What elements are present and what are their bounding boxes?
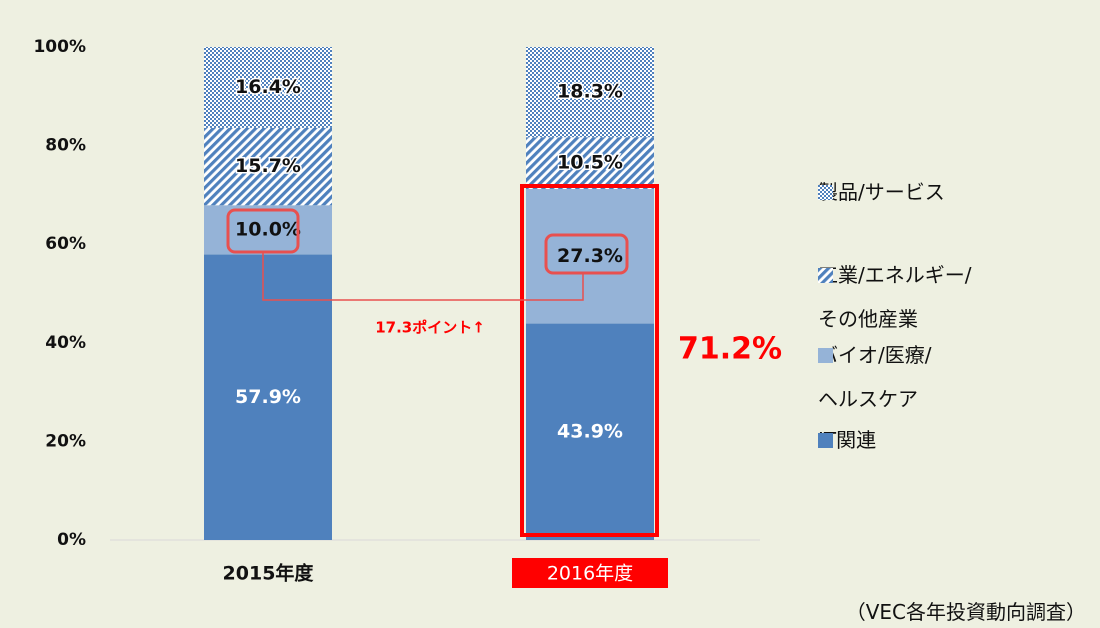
data-label: 15.7% <box>235 155 301 177</box>
y-tick-label: 100% <box>33 37 86 57</box>
data-label: 10.5% <box>557 152 623 174</box>
legend-swatch <box>818 185 833 200</box>
data-label: 57.9% <box>235 386 301 408</box>
legend-item: 工業/エネルギー/ その他産業 <box>818 253 971 341</box>
legend-label: バイオ/医療/ ヘルスケア <box>818 343 932 411</box>
source: （VEC各年投資動向調査） <box>845 600 1086 624</box>
bar-segment <box>204 47 332 128</box>
legend-label: 工業/エネルギー/ その他産業 <box>818 263 972 331</box>
y-tick-label: 20% <box>45 431 86 451</box>
y-tick-label: 80% <box>45 136 86 156</box>
connector <box>262 252 584 301</box>
x-tick-label: 2015年度 <box>223 562 315 585</box>
legend-swatch <box>818 433 833 448</box>
bar-segment <box>526 137 654 189</box>
x-tick-label: 2016年度 <box>547 563 633 585</box>
bar-segment <box>204 254 332 541</box>
legend-item: IT関連 <box>818 418 876 462</box>
data-label: 18.3% <box>557 81 623 103</box>
bar-segment <box>204 127 332 206</box>
bar-segment <box>204 205 332 255</box>
bar-segment <box>526 47 654 138</box>
callout-box <box>544 233 629 275</box>
data-label: 10.0% <box>235 218 301 240</box>
annotation: 71.2% <box>678 332 782 367</box>
legend-swatch <box>818 268 833 283</box>
highlight-box <box>520 184 659 537</box>
data-label: 16.4% <box>235 76 301 98</box>
legend-item: バイオ/医療/ ヘルスケア <box>818 333 931 421</box>
swatch <box>818 348 833 363</box>
data-label: 27.3% <box>557 245 623 267</box>
legend-item: 製品/サービス <box>818 170 945 214</box>
swatch <box>818 268 833 283</box>
y-tick-label: 0% <box>57 530 86 550</box>
y-tick-label: 60% <box>45 234 86 254</box>
category-highlight <box>512 558 668 588</box>
swatch <box>818 433 833 448</box>
data-label: 43.9% <box>557 420 623 442</box>
bar-segment <box>526 323 654 540</box>
y-tick-label: 40% <box>45 333 86 353</box>
legend-label: 製品/サービス <box>818 180 945 204</box>
swatch <box>818 185 833 200</box>
legend-swatch <box>818 348 833 363</box>
annotation: 17.3ポイント↑ <box>375 319 485 337</box>
